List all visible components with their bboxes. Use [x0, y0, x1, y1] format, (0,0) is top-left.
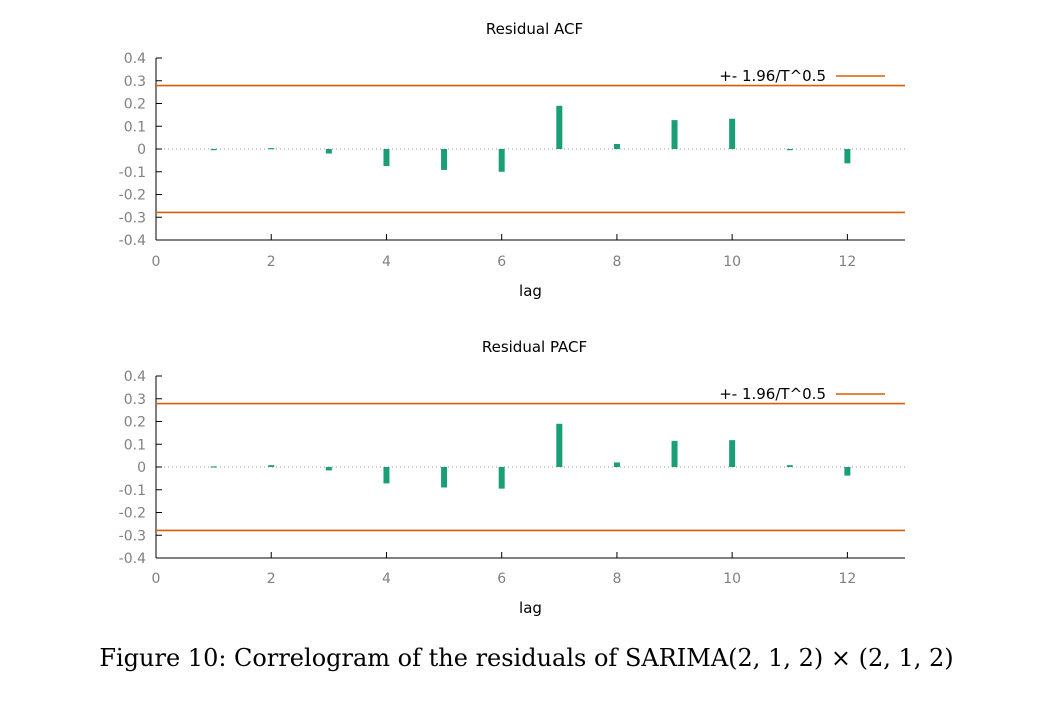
- x-tick-label: 12: [838, 571, 856, 587]
- correlation-bar: [498, 467, 505, 489]
- correlation-bar: [671, 440, 678, 467]
- correlation-bar: [441, 149, 448, 170]
- x-axis-label: lag: [519, 282, 542, 300]
- pacf-panel: Residual PACF -0.4 -0.3 -0.2 -0.1 0 0.1 0.2 0.3 0…: [119, 338, 905, 617]
- y-tick-label: -0.3: [119, 528, 146, 544]
- x-tick-label: 2: [267, 254, 276, 270]
- x-tick-label: 8: [612, 254, 621, 270]
- correlation-bar: [383, 149, 390, 167]
- x-tick-label: 8: [612, 571, 621, 587]
- correlation-bar: [556, 105, 563, 149]
- correlation-bar: [441, 467, 448, 488]
- correlation-bar: [268, 465, 275, 467]
- chart-title: Residual ACF: [486, 20, 583, 38]
- legend-label: +- 1.96/T^0.5: [719, 385, 826, 403]
- x-tick-label: 0: [152, 254, 161, 270]
- correlogram-figure: Residual ACF -0.4 -0.3 -0.2 -0.1 0 0.1 0.2 0.3 0.…: [119, 20, 905, 617]
- y-tick-label: 0: [137, 142, 146, 158]
- correlation-bar: [729, 440, 736, 467]
- x-tick-label: 0: [152, 571, 161, 587]
- y-tick-label: -0.4: [119, 551, 146, 567]
- correlation-bar: [498, 149, 505, 172]
- y-tick-label: 0.3: [124, 392, 146, 408]
- figure-caption: Figure 10: Correlogram of the residuals …: [99, 644, 954, 672]
- y-tick-label: 0.3: [124, 74, 146, 90]
- y-tick-label: 0.4: [124, 51, 146, 67]
- correlation-bar: [613, 143, 620, 149]
- y-tick-label: -0.3: [119, 210, 146, 226]
- x-tick-label: 4: [382, 254, 391, 270]
- correlation-bar: [556, 423, 563, 467]
- correlation-bar: [786, 465, 793, 467]
- y-tick-label: 0.2: [124, 97, 146, 113]
- correlation-bar: [268, 148, 275, 150]
- correlation-bar: [325, 467, 332, 471]
- correlation-bar: [671, 120, 678, 149]
- correlation-bar: [325, 149, 332, 154]
- x-tick-label: 12: [838, 254, 856, 270]
- correlation-bar: [210, 466, 217, 468]
- y-tick-label: 0.1: [124, 437, 146, 453]
- x-tick-label: 6: [497, 254, 506, 270]
- chart-title: Residual PACF: [482, 338, 587, 356]
- x-tick-label: 2: [267, 571, 276, 587]
- x-tick-label: 10: [723, 254, 741, 270]
- legend-label: +- 1.96/T^0.5: [719, 67, 826, 85]
- correlation-bar: [844, 149, 851, 164]
- y-tick-label: -0.4: [119, 233, 146, 249]
- x-tick-label: 4: [382, 571, 391, 587]
- x-tick-label: 6: [497, 571, 506, 587]
- correlation-bar: [729, 118, 736, 149]
- y-tick-label: 0.2: [124, 415, 146, 431]
- x-axis-label: lag: [519, 599, 542, 617]
- acf-panel: Residual ACF -0.4 -0.3 -0.2 -0.1 0 0.1 0.2 0.3 0.…: [119, 20, 905, 300]
- y-tick-label: -0.2: [119, 506, 146, 522]
- correlation-bar: [844, 467, 851, 476]
- correlation-bar: [383, 467, 390, 484]
- y-tick-label: 0: [137, 460, 146, 476]
- correlation-bar: [786, 149, 793, 151]
- y-tick-label: 0.1: [124, 119, 146, 135]
- correlation-bar: [210, 149, 217, 151]
- x-tick-label: 10: [723, 571, 741, 587]
- y-tick-label: -0.2: [119, 188, 146, 204]
- y-tick-label: 0.4: [124, 369, 146, 385]
- y-tick-label: -0.1: [119, 483, 146, 499]
- y-tick-label: -0.1: [119, 165, 146, 181]
- correlation-bar: [613, 462, 620, 467]
